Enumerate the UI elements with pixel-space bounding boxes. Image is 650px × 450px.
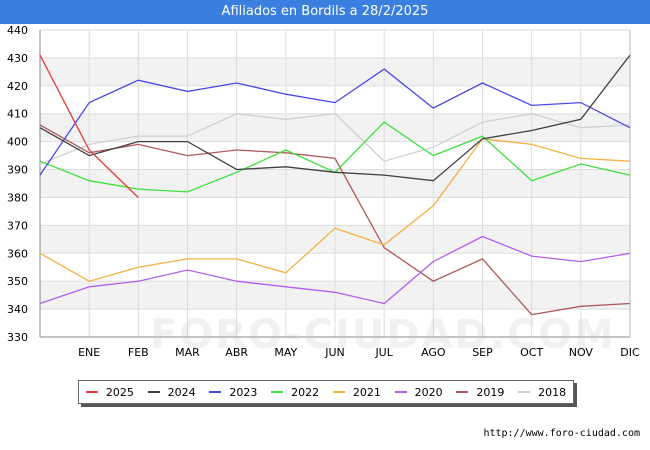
legend-item-2020: 2020 [394, 385, 443, 399]
legend-swatch [271, 391, 284, 393]
x-tick-label: OCT [520, 346, 543, 359]
series-line-2020 [39, 235, 631, 305]
legend-label: 2023 [229, 385, 258, 399]
legend-item-2018: 2018 [518, 386, 566, 399]
x-tick-label: DIC [620, 346, 640, 359]
legend-item-2021: 2021 [332, 385, 381, 399]
y-tick-label: 440 [7, 24, 28, 37]
chart-title: Afiliados en Bordils a 28/2/2025 [0, 0, 650, 24]
series-line-2024 [39, 54, 631, 182]
y-tick-label: 430 [7, 52, 28, 65]
y-tick-label: 380 [7, 191, 28, 204]
x-tick-label: MAY [274, 346, 297, 359]
x-tick-label: MAR [175, 346, 200, 359]
y-tick-label: 330 [7, 331, 28, 344]
x-tick-label: NOV [569, 346, 594, 359]
legend-label: 2022 [291, 385, 320, 399]
legend-item-2023: 2023 [209, 386, 257, 399]
y-tick-label: 390 [7, 164, 28, 177]
y-tick-label: 360 [7, 247, 28, 260]
y-tick-label: 400 [7, 136, 28, 149]
legend: 2025 2024 2023 2022 2021 2020 2019 2018 [78, 380, 574, 404]
x-tick-label: AGO [421, 346, 446, 359]
legend-item-2022: 2022 [271, 386, 319, 399]
legend-swatch [518, 391, 531, 393]
legend-swatch [332, 391, 345, 393]
legend-swatch [209, 391, 222, 393]
x-tick-label: FEB [128, 346, 149, 359]
series-line-2025 [39, 54, 139, 198]
legend-swatch [147, 391, 160, 393]
y-axis-ticks: 330 340 350 360 370 380 390 400 410 420 430 440 [7, 24, 28, 344]
x-axis-ticks: ENE FEB MAR ABR MAY JUN JUL AGO SEP OCT NOV DIC [78, 346, 640, 359]
series-line-2021 [39, 138, 631, 282]
legend-item-2019: 2019 [456, 386, 504, 399]
x-tick-label: SEP [472, 346, 493, 359]
series-lines [39, 54, 631, 316]
y-tick-label: 410 [7, 108, 28, 121]
legend-item-2025: 2025 [85, 385, 134, 399]
watermark: FORO-CIUDAD.COM [150, 312, 616, 358]
legend-swatch [456, 391, 469, 393]
x-tick-label: JUL [374, 346, 393, 359]
y-tick-label: 370 [7, 219, 28, 232]
grid-lines [39, 29, 631, 338]
series-line-2018 [39, 113, 631, 165]
y-tick-label: 350 [7, 275, 28, 288]
y-tick-label: 420 [7, 80, 28, 93]
legend-label: 2024 [167, 385, 196, 399]
legend-label: 2019 [476, 385, 505, 399]
legend-swatch [85, 391, 98, 393]
legend-item-2024: 2024 [147, 385, 196, 399]
legend-label: 2020 [414, 385, 443, 399]
series-line-2019 [39, 124, 631, 316]
x-tick-label: ABR [225, 346, 248, 359]
x-tick-label: ENE [78, 346, 100, 359]
legend-label: 2018 [538, 385, 567, 399]
legend-label: 2021 [352, 385, 381, 399]
source-url: http://www.foro-ciudad.com [483, 428, 640, 439]
legend-swatch [394, 391, 407, 393]
x-tick-label: JUN [324, 346, 345, 359]
series-line-2023 [39, 68, 631, 176]
y-tick-label: 340 [7, 303, 28, 316]
legend-label: 2025 [105, 385, 134, 399]
